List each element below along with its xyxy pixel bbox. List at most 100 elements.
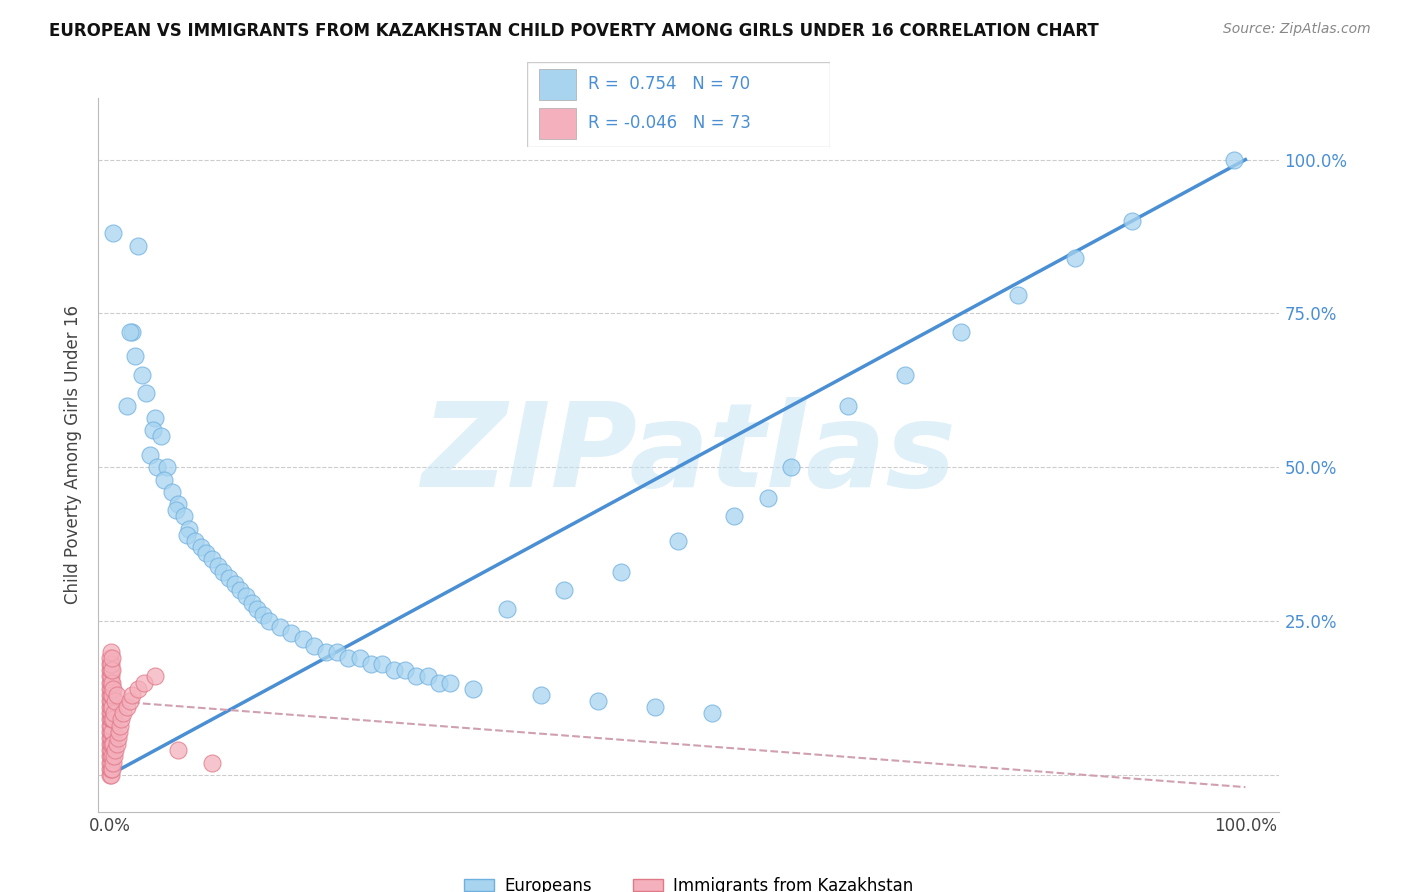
Point <box>103 681 125 696</box>
Point <box>124 350 146 364</box>
Point <box>246 601 269 615</box>
Point <box>98 688 121 702</box>
Point <box>950 325 973 339</box>
Point <box>167 497 190 511</box>
Point <box>360 657 382 671</box>
Point <box>98 768 121 782</box>
Point <box>153 473 176 487</box>
Point <box>337 651 360 665</box>
Point <box>101 700 124 714</box>
Point <box>315 645 337 659</box>
Point <box>98 663 121 677</box>
Point <box>235 590 257 604</box>
Point <box>382 663 405 677</box>
Point <box>780 460 803 475</box>
Point <box>143 669 166 683</box>
Point <box>100 768 122 782</box>
Point <box>100 681 122 696</box>
Point <box>201 552 224 566</box>
Point <box>135 386 157 401</box>
Point <box>269 620 291 634</box>
Point <box>496 601 519 615</box>
Point <box>101 651 124 665</box>
Point <box>104 743 127 757</box>
Point <box>100 663 122 677</box>
Point <box>143 411 166 425</box>
Point <box>394 663 416 677</box>
Point <box>115 700 138 714</box>
Point <box>120 325 142 339</box>
Point <box>120 694 142 708</box>
Point <box>103 737 125 751</box>
Point <box>100 688 122 702</box>
Point <box>98 700 121 714</box>
Point <box>100 731 122 745</box>
Point <box>98 756 121 770</box>
Point <box>100 657 122 671</box>
Point <box>98 724 121 739</box>
Point <box>105 688 128 702</box>
Point <box>98 762 121 776</box>
Point <box>100 713 122 727</box>
Point <box>553 583 575 598</box>
Point <box>127 681 149 696</box>
Text: Source: ZipAtlas.com: Source: ZipAtlas.com <box>1223 22 1371 37</box>
Point <box>100 645 122 659</box>
Point <box>98 669 121 683</box>
Point <box>416 669 439 683</box>
Point <box>98 706 121 721</box>
Text: ZIPatlas: ZIPatlas <box>422 398 956 512</box>
Point <box>104 694 127 708</box>
Point <box>100 743 122 757</box>
Point <box>405 669 427 683</box>
Point <box>100 718 122 732</box>
Point <box>103 713 125 727</box>
Point <box>98 681 121 696</box>
Point <box>98 718 121 732</box>
Point <box>103 756 125 770</box>
Legend: Europeans, Immigrants from Kazakhstan: Europeans, Immigrants from Kazakhstan <box>457 870 921 892</box>
Point <box>100 700 122 714</box>
Point <box>101 663 124 677</box>
Point <box>723 509 745 524</box>
Point <box>427 675 450 690</box>
Point <box>176 528 198 542</box>
Point <box>207 558 229 573</box>
Point <box>1064 251 1087 265</box>
Point <box>98 713 121 727</box>
Point <box>98 731 121 745</box>
Point <box>98 675 121 690</box>
Point <box>257 614 280 628</box>
Point <box>326 645 349 659</box>
Point <box>224 577 246 591</box>
Point <box>349 651 371 665</box>
Point <box>240 596 263 610</box>
Point <box>138 448 160 462</box>
Point <box>190 540 212 554</box>
Point <box>101 737 124 751</box>
Point <box>100 675 122 690</box>
Point <box>105 737 128 751</box>
Point <box>101 688 124 702</box>
Point <box>212 565 235 579</box>
Point <box>173 509 195 524</box>
Point <box>218 571 240 585</box>
Text: R = -0.046   N = 73: R = -0.046 N = 73 <box>588 114 751 132</box>
Point <box>107 731 129 745</box>
Point <box>439 675 461 690</box>
Point <box>165 503 187 517</box>
Point <box>184 534 207 549</box>
Point <box>132 675 155 690</box>
Point <box>179 522 201 536</box>
FancyBboxPatch shape <box>540 70 575 100</box>
Point <box>146 460 169 475</box>
Y-axis label: Child Poverty Among Girls Under 16: Child Poverty Among Girls Under 16 <box>65 305 83 605</box>
Point <box>98 749 121 764</box>
Point <box>103 706 125 721</box>
Point <box>1223 153 1246 167</box>
Point <box>98 737 121 751</box>
Point <box>112 706 135 721</box>
Point <box>108 718 131 732</box>
Point <box>101 675 124 690</box>
Point <box>142 423 165 437</box>
